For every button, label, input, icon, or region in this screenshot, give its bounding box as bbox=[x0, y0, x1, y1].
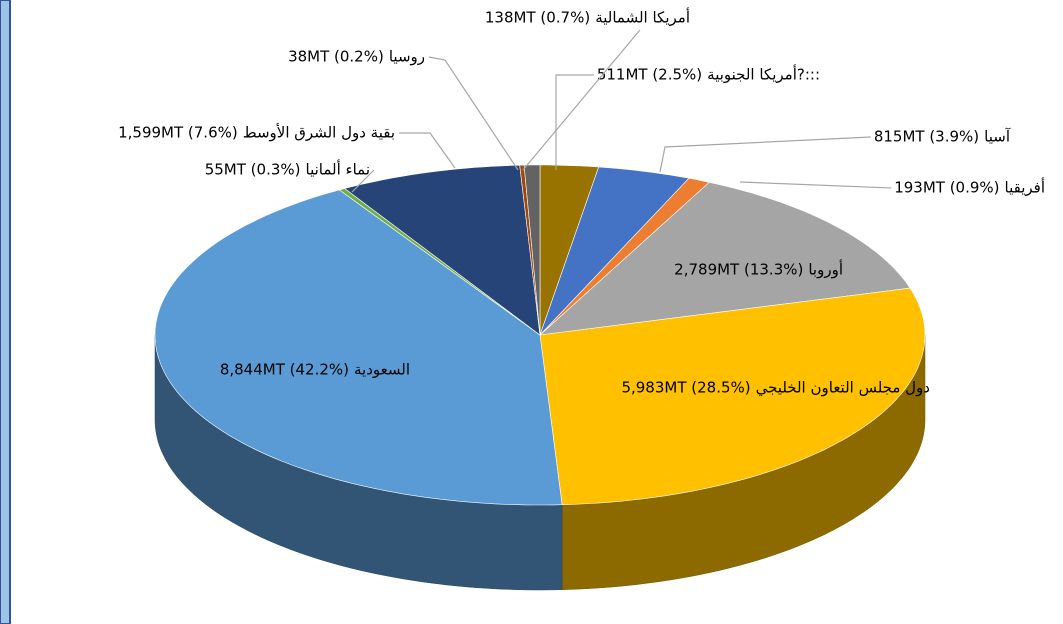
slice-category-label: دول مجلس التعاون الخليجي bbox=[756, 379, 930, 398]
slice-value-label: 38MT (0.2%) bbox=[288, 48, 384, 66]
leader-line bbox=[659, 136, 871, 173]
slice-value-label: 2,789MT (13.3%) bbox=[674, 261, 803, 279]
leader-line bbox=[351, 169, 375, 193]
leader-line bbox=[739, 181, 892, 189]
slice-value-label: 55MT (0.3%) bbox=[205, 161, 301, 179]
slice-category-label: أوروبا bbox=[808, 260, 843, 279]
slice-category-label: روسيا bbox=[389, 48, 425, 66]
slice-category-label: أمريكا الشمالية bbox=[595, 8, 690, 27]
slice-value-label: 193MT (0.9%) bbox=[894, 179, 999, 197]
slice bbox=[344, 164, 541, 336]
slice-category-label: السعودية bbox=[354, 361, 410, 379]
leader-line bbox=[522, 29, 641, 171]
slice bbox=[154, 189, 563, 506]
slice-value-label: 1,599MT (7.6%) bbox=[118, 124, 238, 142]
slice-category-label: أفريقيا bbox=[1005, 178, 1045, 197]
side-bar bbox=[0, 0, 11, 624]
slice-value-label: 8,844MT (42.2%) bbox=[220, 361, 349, 379]
leader-line bbox=[428, 56, 519, 171]
slice-category-label: أمريكا الجنوبية?::: bbox=[707, 65, 820, 84]
leader-line bbox=[555, 74, 594, 170]
slice bbox=[539, 166, 690, 336]
slice-value-label: 138MT (0.7%) bbox=[485, 9, 590, 27]
slice-category-label: بقية دول الشرق الأوسط bbox=[243, 123, 395, 142]
slice-value-label: 511MT (2.5%) bbox=[597, 66, 702, 84]
slice bbox=[523, 164, 541, 336]
slice-value-label: 5,983MT (28.5%) bbox=[621, 379, 750, 397]
slice-category-label: آسيا bbox=[984, 128, 1011, 146]
leader-line bbox=[399, 132, 456, 169]
slice bbox=[539, 287, 926, 506]
slice bbox=[539, 181, 911, 336]
slice-category-label: نماء ألمانيا bbox=[306, 160, 371, 179]
slice-value-label: 815MT (3.9%) bbox=[874, 128, 979, 146]
